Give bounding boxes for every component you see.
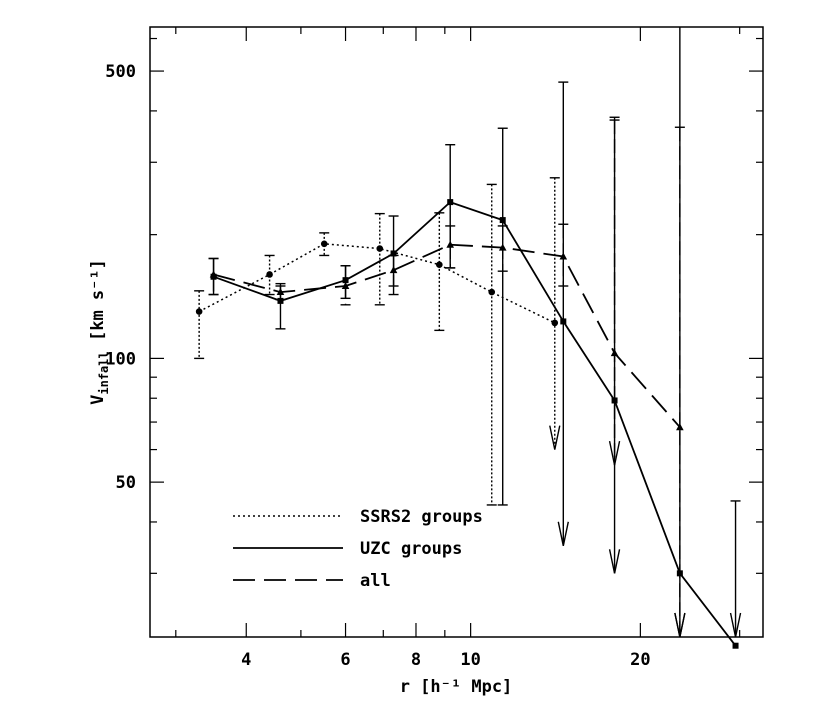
error-bar [208, 257, 219, 296]
y-axis-title-subscript: infall [97, 351, 111, 394]
legend-label-uzc: UZC groups [360, 539, 462, 559]
data-point [447, 199, 454, 206]
error-bar [264, 254, 275, 296]
data-point [488, 288, 496, 296]
series-all [208, 119, 686, 638]
upper-limit-arrow [674, 612, 686, 638]
error-bar [497, 127, 508, 506]
series-line [213, 243, 681, 428]
data-point [559, 252, 568, 260]
x-tick-label: 10 [460, 650, 480, 670]
data-point [446, 240, 455, 248]
error-bar [557, 81, 569, 546]
error-bar [608, 116, 621, 574]
data-point [320, 240, 328, 248]
data-point [551, 319, 559, 327]
error-bar [729, 500, 742, 638]
y-axis-title-spacer [88, 341, 108, 351]
upper-limit-arrow [549, 425, 561, 450]
error-bar [319, 232, 330, 257]
legend: SSRS2 groups UZC groups all [233, 507, 483, 591]
data-point [676, 423, 684, 431]
data-point [195, 308, 203, 315]
data-point [266, 271, 273, 278]
data-point [389, 266, 398, 274]
upper-limit-arrow [557, 521, 569, 546]
error-bar [674, 126, 686, 638]
data-point [610, 349, 619, 357]
error-bar [374, 212, 385, 306]
x-tick-label: 4 [241, 650, 251, 670]
series-line [198, 243, 556, 324]
legend-label-all: all [360, 571, 391, 591]
error-bar [434, 212, 445, 332]
y-axis-title-unit: [km s⁻¹] [88, 259, 108, 341]
data-point [277, 297, 284, 304]
data-point [732, 642, 739, 649]
data-point [341, 282, 350, 290]
error-bar [388, 254, 399, 287]
data-point [499, 217, 506, 224]
error-bar [549, 177, 561, 450]
upper-limit-arrow [608, 549, 621, 574]
error-bar [486, 183, 497, 506]
series-layer [194, 27, 742, 649]
axis-ticks [150, 27, 763, 637]
y-axis-title: Vinfall [km s⁻¹] [88, 259, 111, 405]
series-uzc-groups [208, 27, 742, 649]
error-bar [608, 119, 621, 466]
data-point [209, 270, 218, 278]
y-tick-label: 500 [105, 62, 136, 82]
upper-limit-arrow [729, 612, 742, 638]
series-line [213, 201, 737, 647]
data-point [560, 318, 567, 325]
y-axis-title-main: V [88, 395, 108, 405]
upper-limit-arrow [608, 440, 621, 466]
data-point [276, 288, 285, 296]
data-point [498, 243, 507, 251]
axis-tick-labels: 4 6 8 10 20 50 100 500 [105, 62, 650, 670]
data-point [376, 245, 384, 252]
legend-label-ssrs2: SSRS2 groups [360, 507, 483, 527]
y-tick-label: 100 [105, 349, 136, 369]
error-bar [194, 290, 205, 360]
x-tick-label: 6 [340, 650, 350, 670]
data-point [342, 277, 349, 284]
data-point [436, 261, 443, 269]
plot-frame [149, 26, 764, 638]
x-tick-label: 8 [411, 650, 421, 670]
series-ssrs2-groups [194, 177, 561, 506]
data-point [390, 250, 397, 257]
y-axis-title-group: Vinfall [km s⁻¹] [88, 259, 111, 405]
x-tick-label: 20 [630, 650, 650, 670]
y-tick-label: 50 [116, 473, 136, 493]
x-axis-title: r [h⁻¹ Mpc] [400, 677, 513, 697]
data-point [611, 397, 618, 404]
